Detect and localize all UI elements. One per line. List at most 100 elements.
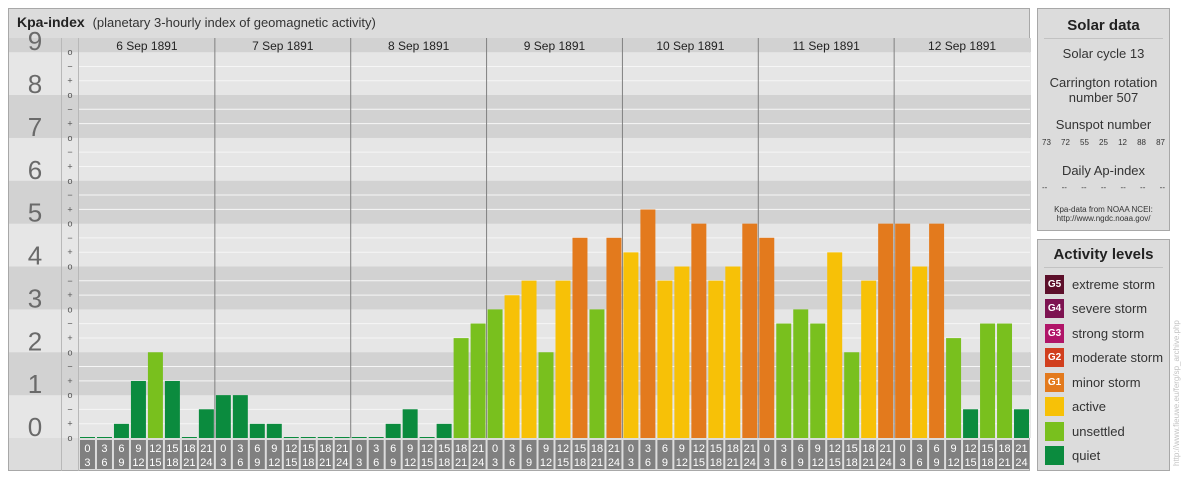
kpa-chart-panel: Kpa-index (planetary 3-hourly index of g… (8, 8, 1031, 471)
kp-bar (419, 437, 435, 438)
interval-start-label: 6 (526, 443, 532, 455)
interval-box (793, 440, 809, 469)
interval-start-label: 0 (220, 443, 226, 455)
interval-start-label: 0 (900, 443, 906, 455)
sunspot-number-label: Sunspot number (1055, 117, 1152, 132)
minor-tick-label: − (67, 276, 72, 286)
interval-box (827, 440, 843, 469)
interval-start-label: 21 (472, 443, 484, 455)
interval-end-label: 12 (812, 457, 824, 469)
minor-tick-label: + (67, 161, 72, 171)
interval-box (164, 440, 180, 469)
interval-start-label: 9 (679, 443, 685, 455)
sunspot-value: 55 (1080, 138, 1089, 147)
kp-bar (623, 252, 639, 438)
kp-bar (980, 323, 996, 438)
interval-end-label: 9 (118, 457, 124, 469)
interval-end-label: 3 (764, 457, 770, 469)
interval-end-label: 6 (509, 457, 515, 469)
minor-tick-label: o (67, 433, 72, 443)
legend-label: minor storm (1072, 374, 1141, 390)
interval-start-label: 15 (438, 443, 450, 455)
kp-bar (912, 266, 928, 438)
interval-start-label: 3 (509, 443, 515, 455)
interval-box (266, 440, 282, 469)
kp-bar (555, 280, 571, 438)
interval-end-label: 18 (981, 457, 993, 469)
interval-start-label: 12 (557, 443, 569, 455)
y-tick-label: 0 (28, 412, 42, 442)
ap-value: -- (1081, 183, 1087, 192)
legend-label: severe storm (1072, 301, 1148, 316)
level-band-4 (9, 223, 1031, 267)
kp-bar (844, 352, 860, 438)
interval-end-label: 12 (404, 457, 416, 469)
minor-tick-label: o (67, 176, 72, 186)
day-label: 6 Sep 1891 (116, 39, 178, 53)
kp-bar (521, 280, 537, 438)
kp-bar (96, 437, 112, 438)
interval-end-label: 18 (438, 457, 450, 469)
day-label: 7 Sep 1891 (252, 39, 314, 53)
interval-start-label: 0 (84, 443, 90, 455)
y-tick-label: 2 (28, 326, 42, 356)
source-link[interactable]: http://www.ngdc.noaa.gov/ (1056, 214, 1151, 223)
minor-tick-label: − (67, 362, 72, 372)
interval-box (742, 440, 758, 469)
daily-ap-label: Daily Ap-index (1061, 163, 1146, 178)
minor-tick-label: + (67, 247, 72, 257)
interval-end-label: 15 (693, 457, 705, 469)
interval-start-label: 18 (591, 443, 603, 455)
interval-box (572, 440, 588, 469)
interval-box (980, 440, 996, 469)
interval-start-label: 9 (543, 443, 549, 455)
level-band-6 (9, 137, 1031, 181)
kp-bar (997, 323, 1013, 438)
kp-bar (453, 338, 469, 438)
level-band-5 (9, 180, 1031, 224)
interval-start-label: 9 (815, 443, 821, 455)
interval-box (113, 440, 129, 469)
interval-box (147, 440, 163, 469)
interval-start-label: 12 (964, 443, 976, 455)
interval-box (555, 440, 571, 469)
interval-box (453, 440, 469, 469)
interval-box (283, 440, 299, 469)
kp-bar (80, 437, 95, 438)
interval-start-label: 15 (574, 443, 586, 455)
interval-end-label: 24 (200, 457, 212, 469)
solar-cycle: Solar cycle 13 (1062, 46, 1145, 61)
kp-bar (725, 266, 741, 438)
minor-tick-label: + (67, 119, 72, 129)
interval-box (623, 440, 639, 469)
interval-end-label: 15 (149, 457, 161, 469)
interval-end-label: 3 (84, 457, 90, 469)
kp-bar (895, 223, 911, 438)
legend-swatch: G4 (1045, 299, 1064, 318)
legend-item: active (1045, 397, 1106, 417)
interval-start-label: 15 (981, 443, 993, 455)
interval-box (776, 440, 792, 469)
interval-end-label: 12 (132, 457, 144, 469)
ap-value: -- (1100, 183, 1107, 192)
solar-data-title: Solar data (1067, 17, 1140, 34)
interval-start-label: 21 (200, 443, 212, 455)
interval-start-label: 9 (135, 443, 141, 455)
interval-start-label: 21 (744, 443, 756, 455)
minor-tick-label: o (67, 262, 72, 272)
legend-label: active (1072, 399, 1106, 414)
kp-bar (810, 323, 826, 438)
source-line1: Kpa-data from NOAA NCEI: (1054, 205, 1153, 214)
interval-box (470, 440, 486, 469)
minor-tick-label: + (67, 290, 72, 300)
kp-bar (538, 352, 554, 438)
interval-box (80, 440, 95, 469)
interval-start-label: 12 (693, 443, 705, 455)
interval-box (232, 440, 248, 469)
carrington-rotation-line1: Carrington rotation (1049, 75, 1158, 90)
interval-end-label: 9 (934, 457, 940, 469)
interval-box (215, 440, 231, 469)
interval-end-label: 3 (492, 457, 498, 469)
